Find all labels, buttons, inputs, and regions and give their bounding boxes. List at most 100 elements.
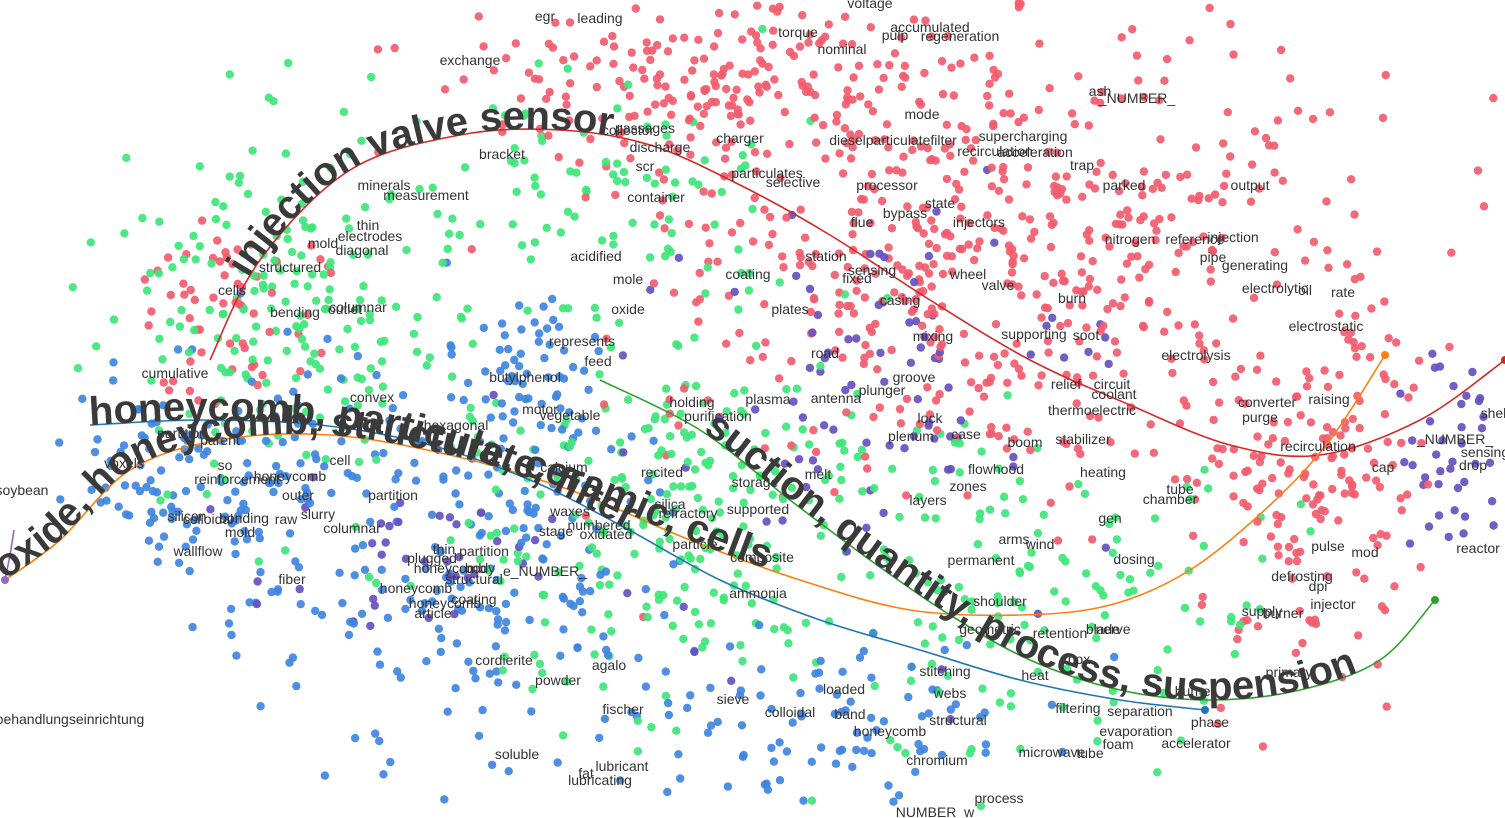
scatter-point	[1404, 393, 1412, 401]
scatter-point	[1476, 394, 1484, 402]
scatter-point	[832, 760, 840, 768]
scatter-point	[1327, 454, 1335, 462]
scatter-point	[1168, 369, 1176, 377]
scatter-point	[468, 245, 476, 253]
scatter-point	[566, 18, 574, 26]
scatter-point	[1226, 152, 1234, 160]
scatter-point	[1449, 382, 1457, 390]
scatter-point	[378, 551, 386, 559]
scatter-point	[739, 753, 747, 761]
scatter-point	[175, 559, 183, 567]
scatter-point	[1155, 215, 1163, 223]
scatter-point	[74, 364, 82, 372]
scatter-point	[860, 747, 868, 755]
scatter-point	[956, 59, 964, 67]
scatter-point	[1298, 639, 1306, 647]
scatter-point	[547, 424, 555, 432]
scatter-point	[1229, 492, 1237, 500]
scatter-point	[559, 593, 567, 601]
scatter-point	[448, 215, 456, 223]
scatter-point	[1116, 571, 1124, 579]
scatter-point	[433, 293, 441, 301]
scatter-point	[866, 250, 874, 258]
scatter-point	[751, 148, 759, 156]
scatter-point	[186, 314, 194, 322]
scatter-point	[680, 603, 688, 611]
scatter-point	[756, 44, 764, 52]
scatter-point	[574, 428, 582, 436]
scatter-point	[758, 25, 766, 33]
scatter-point	[629, 63, 637, 71]
word-label: road	[811, 345, 839, 361]
scatter-point	[464, 379, 472, 387]
scatter-point	[578, 608, 586, 616]
scatter-point	[196, 242, 204, 250]
scatter-point	[726, 642, 734, 650]
scatter-point	[706, 684, 714, 692]
scatter-point	[1008, 268, 1016, 276]
scatter-point	[796, 689, 804, 697]
word-label: state	[925, 195, 956, 211]
word-label: injection	[1207, 229, 1258, 245]
scatter-point	[888, 224, 896, 232]
scatter-point	[269, 488, 277, 496]
scatter-point	[781, 108, 789, 116]
scatter-point	[626, 154, 634, 162]
scatter-point	[1047, 499, 1055, 507]
scatter-point	[975, 237, 983, 245]
scatter-point	[662, 692, 670, 700]
word-label: _NUMBER_	[1098, 90, 1175, 106]
scatter-point	[221, 368, 229, 376]
scatter-point	[643, 613, 651, 621]
scatter-point	[806, 285, 814, 293]
scatter-point	[896, 405, 904, 413]
scatter-point	[970, 256, 978, 264]
scatter-point	[1126, 575, 1134, 583]
scatter-point	[1121, 293, 1129, 301]
word-label: electrolysis	[1161, 347, 1230, 363]
scatter-point	[929, 260, 937, 268]
scatter-point	[634, 654, 642, 662]
scatter-point	[856, 92, 864, 100]
word-label: cell	[329, 452, 350, 468]
scatter-point	[1334, 516, 1342, 524]
scatter-point	[286, 529, 294, 537]
scatter-point	[1086, 275, 1094, 283]
scatter-point	[451, 684, 459, 692]
scatter-point	[854, 453, 862, 461]
word-label: layers	[909, 492, 946, 508]
scatter-point	[978, 684, 986, 692]
word-label: oxide	[611, 301, 645, 317]
scatter-point	[1227, 613, 1235, 621]
scatter-point	[628, 48, 636, 56]
scatter-point	[368, 539, 376, 547]
word-label: burner	[1263, 605, 1304, 621]
word-label: container	[627, 189, 685, 205]
scatter-point	[679, 635, 687, 643]
scatter-point	[615, 77, 623, 85]
scatter-point	[1450, 506, 1458, 514]
scatter-point	[694, 36, 702, 44]
scatter-point	[861, 341, 869, 349]
scatter-point	[880, 253, 888, 261]
scatter-point	[1396, 390, 1404, 398]
scatter-point	[1435, 511, 1443, 519]
scatter-point	[1352, 353, 1360, 361]
scatter-point	[464, 658, 472, 666]
word-label: cells	[218, 282, 246, 298]
scatter-point	[619, 351, 627, 359]
scatter-point	[858, 446, 866, 454]
scatter-point	[876, 403, 884, 411]
scatter-point	[1294, 107, 1302, 115]
scatter-point	[667, 450, 675, 458]
scatter-point	[448, 372, 456, 380]
scatter-point	[283, 328, 291, 336]
scatter-point	[391, 44, 399, 52]
scatter-point	[1445, 533, 1453, 541]
scatter-point	[326, 285, 334, 293]
scatter-point	[805, 440, 813, 448]
scatter-point	[802, 619, 810, 627]
scatter-point	[774, 91, 782, 99]
scatter-point	[821, 154, 829, 162]
scatter-point	[1022, 180, 1030, 188]
